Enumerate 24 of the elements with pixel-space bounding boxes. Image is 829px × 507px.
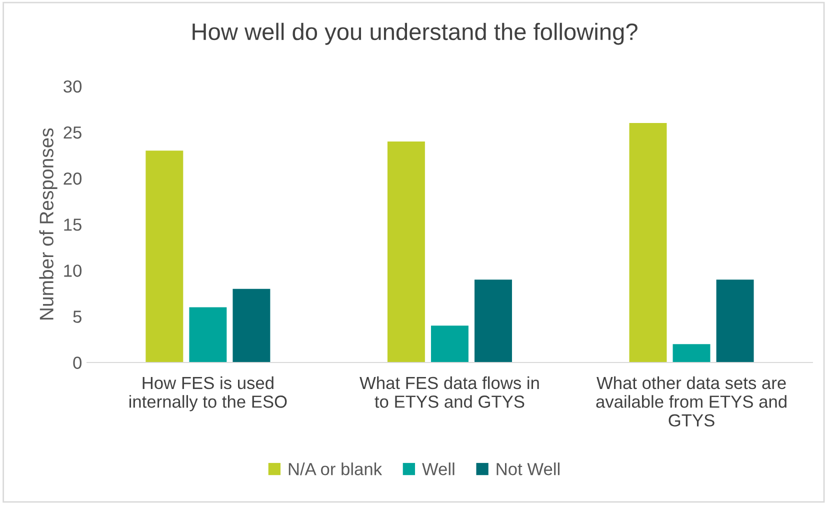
bar xyxy=(146,150,184,363)
bar xyxy=(232,288,270,363)
bar xyxy=(189,307,227,363)
bar xyxy=(387,141,425,363)
chart-title: How well do you understand the following? xyxy=(192,22,638,45)
y-tick-label: 25 xyxy=(64,126,82,139)
bar xyxy=(716,280,754,363)
y-tick-label: 5 xyxy=(73,310,82,323)
y-tick-label: 30 xyxy=(64,80,82,93)
y-tick-label: 10 xyxy=(64,264,82,277)
legend-label: Well xyxy=(422,462,454,476)
bar xyxy=(474,280,512,363)
y-tick-label: 20 xyxy=(64,172,82,185)
bar xyxy=(430,326,468,363)
x-tick-label: How FES is used internally to the ESO xyxy=(129,376,287,412)
bar xyxy=(629,123,667,363)
y-tick-label: 15 xyxy=(64,218,82,231)
y-axis-title: Number of Responses xyxy=(39,128,58,320)
x-tick-label: What FES data flows in to ETYS and GTYS xyxy=(360,376,539,408)
y-tick-label: 0 xyxy=(73,356,82,369)
x-tick-label: What other data sets are available from ETYS and GTYS xyxy=(596,376,786,427)
legend-label: Not Well xyxy=(496,462,560,476)
legend-label: N/A or blank xyxy=(288,462,382,476)
bar xyxy=(672,344,710,363)
